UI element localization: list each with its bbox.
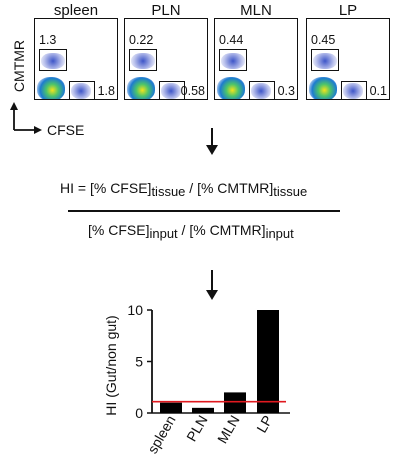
formula-lhs: HI = [60, 180, 90, 196]
flow-panel: 1.3 1.8 [34, 18, 118, 100]
y-tick-label: 5 [135, 354, 143, 370]
panel-title: MLN [240, 2, 272, 19]
formula-num-a-sub: tissue [151, 184, 186, 199]
cmtmr-gate [311, 49, 339, 71]
formula-den-a: [% CFSE] [88, 222, 150, 238]
x-tick-label: LP [253, 413, 275, 436]
cmtmr-percent: 0.44 [219, 33, 244, 47]
density-cloud [71, 83, 91, 99]
bar-pln [192, 407, 214, 413]
cmtmr-gate [129, 49, 157, 71]
flow-panel: 0.44 0.3 [214, 18, 298, 100]
cmtmr-percent: 1.3 [39, 33, 57, 47]
panel-title: spleen [53, 2, 99, 19]
cfse-percent: 0.3 [277, 84, 295, 98]
density-cloud [309, 77, 337, 99]
formula-num-b: [% CMTMR] [197, 180, 274, 196]
fraction-bar [68, 210, 340, 212]
formula-den-a-sub: input [149, 226, 178, 241]
formula-den-b-sub: input [265, 226, 294, 241]
density-cloud [161, 83, 181, 99]
bar-spleen [160, 402, 182, 413]
cfse-gate [341, 81, 367, 99]
density-cloud [127, 77, 155, 99]
panel-title: LP [338, 2, 358, 19]
y-tick-label: 0 [135, 405, 143, 421]
x-tick-label: MLN [214, 413, 243, 447]
formula-num-b-sub: tissue [273, 184, 308, 199]
x-axis-label: CFSE [47, 122, 85, 138]
cmtmr-percent: 0.22 [129, 33, 154, 47]
formula-num-a: [% CFSE] [89, 180, 152, 196]
density-cloud [313, 53, 337, 69]
flow-panel: 0.45 0.1 [306, 18, 390, 100]
y-tick-label: 10 [127, 302, 143, 318]
density-cloud [221, 53, 245, 69]
density-cloud [251, 83, 271, 99]
density-cloud [37, 77, 65, 99]
cfse-gate [249, 81, 275, 99]
density-cloud [41, 53, 65, 69]
cfse-percent: 1.8 [97, 84, 115, 98]
formula-numerator: HI = [% CFSE]tissue / [% CMTMR]tissue [60, 180, 307, 199]
bar-mln [224, 392, 246, 413]
axis-corner-arrows [10, 102, 42, 134]
cmtmr-gate [219, 49, 247, 71]
x-tick-label: spleen [144, 413, 178, 457]
cfse-percent: 0.58 [180, 84, 205, 98]
formula-den-b: [% CMTMR] [189, 222, 266, 238]
density-cloud [343, 83, 363, 99]
cfse-gate [159, 81, 185, 99]
panel-title: PLN [151, 2, 181, 19]
cmtmr-gate [39, 49, 67, 71]
cmtmr-percent: 0.45 [311, 33, 336, 47]
bar-lp [257, 310, 279, 413]
formula-num-sep: / [185, 180, 198, 196]
density-cloud [131, 53, 155, 69]
density-cloud [217, 77, 245, 99]
x-tick-label: PLN [183, 413, 210, 445]
y-axis-label: HI (Gut/non gut) [103, 315, 119, 415]
flow-panel: 0.22 0.58 [124, 18, 208, 100]
formula-denominator: [% CFSE]input / [% CMTMR]input [88, 222, 294, 241]
cfse-percent: 0.1 [369, 84, 387, 98]
cfse-gate [69, 81, 95, 99]
formula-den-sep: / [177, 222, 190, 238]
